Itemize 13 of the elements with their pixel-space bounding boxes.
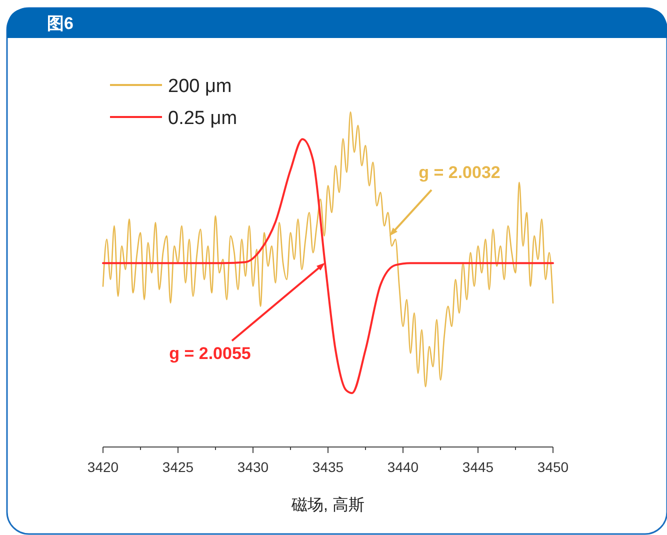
x-tick-label: 3430: [237, 459, 269, 475]
annotation: g = 2.0032: [418, 162, 500, 182]
legend-label: 0.25 μm: [168, 108, 238, 129]
chart-title: 图6: [47, 14, 74, 33]
x-tick-label: 3445: [462, 459, 494, 475]
x-tick-label: 3420: [87, 459, 119, 475]
annotation: g = 2.0055: [169, 344, 251, 363]
x-tick-label: 3440: [387, 459, 419, 475]
x-tick-label: 3435: [312, 459, 344, 475]
x-tick-label: 3450: [537, 459, 569, 475]
x-tick-label: 3425: [162, 459, 194, 475]
legend-label: 200 μm: [168, 76, 232, 97]
x-axis-title: 磁场, 高斯: [290, 496, 364, 514]
